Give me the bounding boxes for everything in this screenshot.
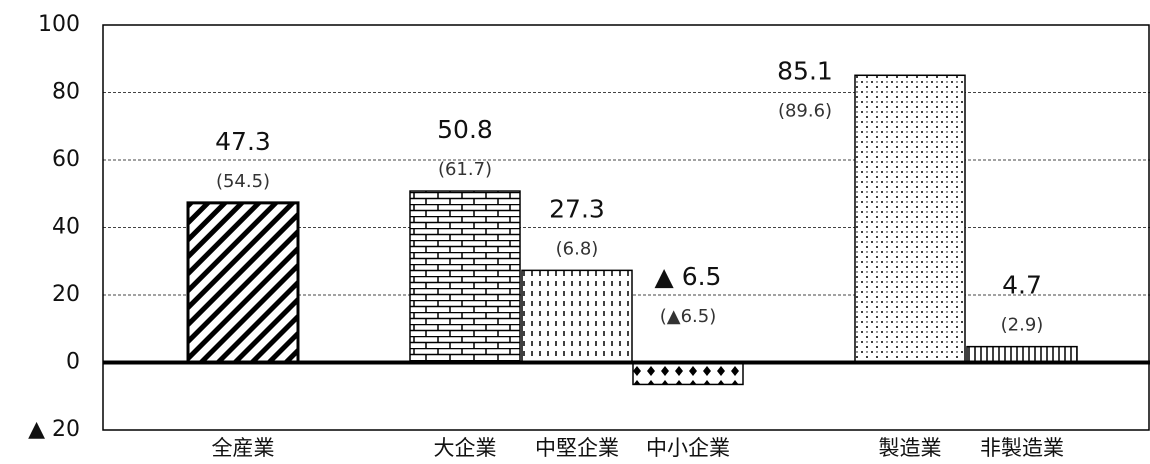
y-tick-label: 20 — [52, 282, 80, 307]
bar — [632, 361, 744, 386]
prior-label: (6.8) — [556, 238, 599, 259]
plot-frame — [102, 24, 1150, 431]
x-tick-label: 全産業 — [212, 436, 275, 460]
value-label: ▲ 6.5 — [655, 262, 722, 291]
prior-label: (54.5) — [216, 171, 270, 192]
value-label: 4.7 — [1002, 271, 1042, 300]
value-label: 47.3 — [215, 127, 271, 156]
prior-label: (89.6) — [778, 100, 832, 121]
x-tick-label: 非製造業 — [980, 436, 1064, 460]
value-label: 50.8 — [437, 115, 493, 144]
prior-label: (2.9) — [1001, 315, 1044, 336]
bar — [521, 269, 633, 364]
prior-label: (▲6.5) — [660, 306, 717, 327]
y-tick-label: 60 — [52, 147, 80, 172]
y-tick-label: ▲ 20 — [28, 417, 80, 442]
x-tick-label: 中堅企業 — [535, 436, 619, 460]
y-tick-label: 100 — [38, 12, 80, 37]
bar — [409, 190, 521, 364]
bar — [186, 201, 300, 364]
x-tick-label: 製造業 — [879, 436, 942, 460]
bar — [854, 74, 966, 364]
y-tick-label: 80 — [52, 80, 80, 105]
value-label: 27.3 — [549, 194, 605, 223]
x-tick-label: 中小企業 — [646, 436, 730, 460]
value-label: 85.1 — [777, 56, 833, 85]
bar — [966, 345, 1078, 364]
y-tick-label: 0 — [66, 350, 80, 375]
x-tick-label: 大企業 — [434, 436, 497, 460]
y-tick-label: 40 — [52, 215, 80, 240]
prior-label: (61.7) — [438, 159, 492, 180]
